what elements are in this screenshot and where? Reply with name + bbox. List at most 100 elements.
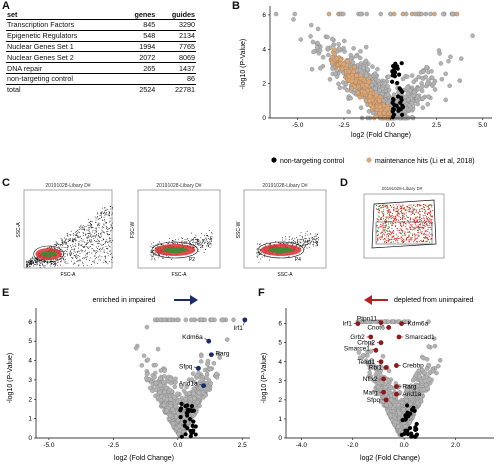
point bbox=[436, 363, 441, 369]
point-b bbox=[351, 46, 356, 51]
point-b bbox=[406, 97, 411, 103]
panel-letter-d: D bbox=[340, 177, 348, 189]
point bbox=[172, 394, 177, 400]
point-top bbox=[162, 317, 167, 323]
point-b-hit bbox=[366, 79, 371, 85]
point-b-top bbox=[450, 11, 455, 17]
point-b-hit bbox=[345, 59, 351, 64]
point bbox=[432, 343, 438, 349]
point-ctrl bbox=[178, 408, 183, 413]
point bbox=[158, 382, 163, 388]
gene-label: Arid1a bbox=[179, 381, 198, 388]
point-b-hit bbox=[349, 86, 354, 91]
ytick: 1 bbox=[278, 416, 282, 423]
point bbox=[369, 341, 375, 346]
point-b-top bbox=[400, 11, 406, 17]
point bbox=[422, 370, 427, 375]
point-top bbox=[158, 317, 164, 323]
panel-letter-b: B bbox=[232, 0, 240, 12]
xtick-b: 5.0 bbox=[478, 122, 487, 129]
point-b bbox=[421, 69, 426, 74]
facs-ylabel: FSC-W bbox=[130, 222, 136, 239]
volcano-plot-e: enriched in impaired -5.0 -2.5 0.0 2.5 0 1 2 3 4… bbox=[7, 295, 250, 462]
point-b bbox=[446, 58, 451, 64]
point-ctrl bbox=[403, 413, 408, 418]
point bbox=[385, 408, 391, 414]
point-b bbox=[317, 48, 323, 53]
point-ctrl bbox=[404, 403, 410, 408]
point bbox=[144, 375, 149, 381]
point-b bbox=[405, 91, 411, 96]
point-b-hit bbox=[332, 47, 337, 52]
point-ctrl bbox=[400, 418, 405, 423]
facs-title: 20191028-Libary D# bbox=[45, 183, 91, 189]
point bbox=[421, 355, 426, 361]
point-b-top bbox=[388, 11, 393, 17]
point-b bbox=[409, 73, 415, 78]
point-b bbox=[329, 36, 335, 42]
point bbox=[179, 384, 184, 389]
table-row: Transcription Factors 845 3290 bbox=[6, 19, 196, 31]
point bbox=[203, 392, 208, 398]
ytick: 3 bbox=[28, 377, 32, 384]
point bbox=[205, 358, 211, 364]
point-b-hit bbox=[329, 59, 335, 65]
point-b bbox=[432, 87, 438, 92]
point-b bbox=[334, 74, 340, 79]
point bbox=[181, 388, 187, 394]
point-ctrl bbox=[403, 416, 409, 422]
xtick: -4.0 bbox=[296, 442, 308, 449]
panel-letter-f: F bbox=[258, 287, 265, 299]
table-row: DNA repair 265 1437 bbox=[6, 62, 196, 74]
point-b bbox=[325, 45, 331, 51]
point-b-hit bbox=[358, 72, 363, 78]
col-header-genes: genes bbox=[120, 10, 157, 20]
point bbox=[410, 377, 416, 383]
point-top bbox=[183, 317, 189, 323]
point bbox=[407, 394, 412, 400]
point-b-ctrl bbox=[390, 79, 395, 84]
gene-label: Grb2 bbox=[350, 334, 365, 341]
point bbox=[395, 424, 401, 429]
xtick: 2.0 bbox=[451, 442, 460, 449]
point-b bbox=[344, 88, 350, 93]
ytick: 1 bbox=[28, 416, 32, 423]
gene-label: Smarce1 bbox=[344, 345, 370, 352]
facs-title: 20191028-Libary D# bbox=[262, 183, 308, 189]
point-b bbox=[361, 65, 366, 71]
panel-letter-e: E bbox=[2, 287, 10, 299]
point-b bbox=[416, 74, 421, 80]
point-label bbox=[206, 338, 212, 344]
facs-xlabel: FSC-A bbox=[61, 272, 77, 278]
point-label bbox=[381, 389, 386, 395]
point-ctrl bbox=[193, 432, 198, 437]
point bbox=[189, 377, 195, 382]
gene-label: Arid1a bbox=[402, 391, 421, 398]
point-b bbox=[391, 92, 397, 97]
point bbox=[168, 403, 174, 409]
facs-plot-1: 20191028-Libary D# P1 FSC-A SSC-A bbox=[16, 183, 114, 278]
point bbox=[177, 423, 182, 429]
gene-label: Sfpq bbox=[179, 363, 193, 370]
point-b bbox=[348, 95, 353, 101]
point-b bbox=[373, 86, 378, 91]
point-b bbox=[404, 74, 410, 79]
point-b bbox=[443, 71, 448, 77]
point-b bbox=[409, 101, 414, 106]
point-b-hit bbox=[368, 102, 373, 108]
point bbox=[141, 353, 147, 358]
point bbox=[399, 399, 405, 405]
ytick: 5 bbox=[278, 340, 282, 347]
point bbox=[153, 380, 159, 386]
point-b bbox=[420, 96, 425, 101]
point bbox=[418, 394, 424, 399]
point-b bbox=[365, 67, 370, 72]
point bbox=[371, 363, 376, 368]
point bbox=[152, 375, 157, 380]
ytick: 4 bbox=[28, 358, 32, 365]
point-label bbox=[381, 376, 386, 382]
point bbox=[415, 400, 420, 406]
point-b bbox=[337, 85, 343, 91]
point-ctrl bbox=[405, 431, 410, 437]
point bbox=[173, 380, 178, 385]
